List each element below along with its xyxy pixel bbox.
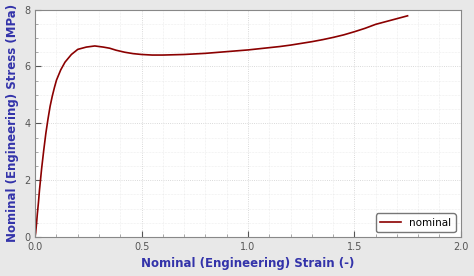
Y-axis label: Nominal (Engineering) Stress (MPa): Nominal (Engineering) Stress (MPa): [6, 4, 18, 242]
X-axis label: Nominal (Engineering) Strain (-): Nominal (Engineering) Strain (-): [141, 258, 355, 270]
nominal: [75, 48, 81, 51]
nominal: [35, 212, 40, 215]
nominal: [122, 51, 128, 54]
nominal: [213, 51, 219, 54]
nominal: [32, 234, 38, 237]
Legend: nominal: nominal: [376, 214, 456, 232]
nominal: [192, 52, 198, 55]
nominal: [405, 14, 410, 17]
Line: nominal: nominal: [35, 16, 408, 236]
nominal: [362, 27, 368, 30]
